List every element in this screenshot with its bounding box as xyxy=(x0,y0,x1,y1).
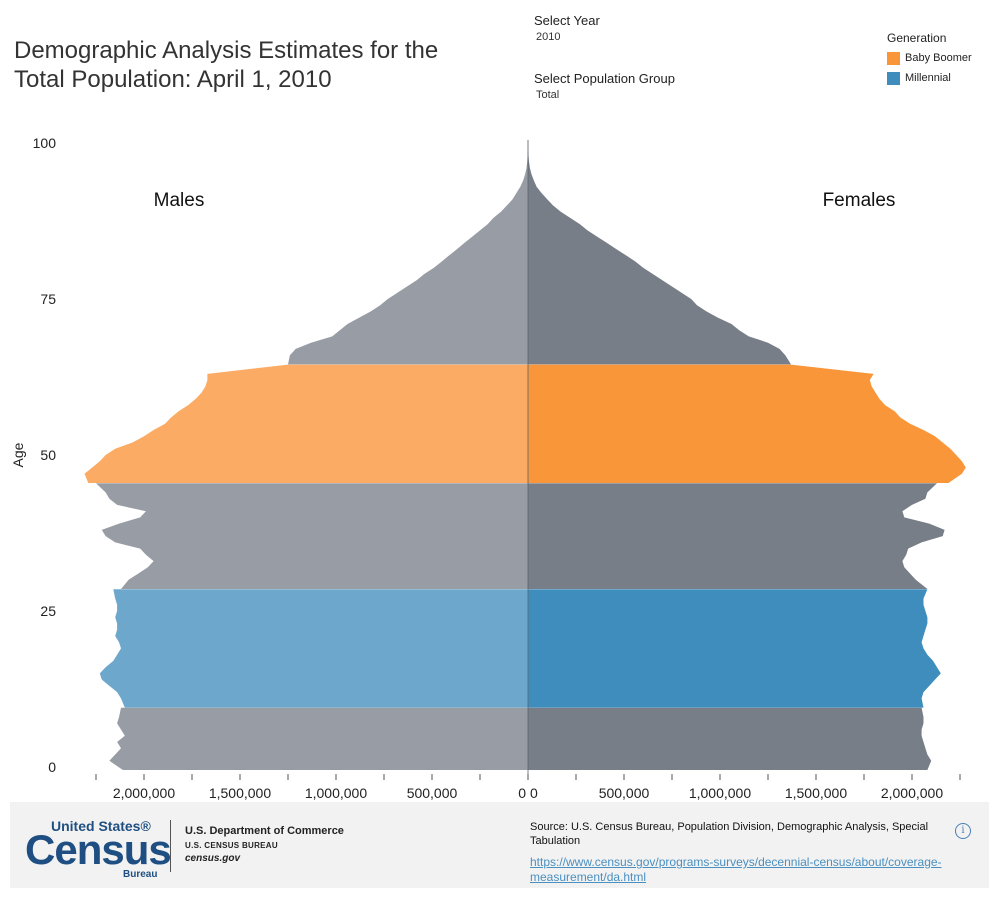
millennial-females-1-area xyxy=(528,589,941,708)
logo-main-text: Census xyxy=(25,826,172,873)
bureau-name: U.S. CENSUS BUREAU xyxy=(185,841,278,850)
y-tick-label-50: 50 xyxy=(40,447,56,463)
department-name: U.S. Department of Commerce xyxy=(185,825,344,837)
x-tick-label-right-3: 1,500,000 xyxy=(785,785,847,800)
legend-swatch-millennial xyxy=(887,71,900,85)
y-tick-label-25: 25 xyxy=(40,603,56,619)
source-text: Source: U.S. Census Bureau, Population D… xyxy=(530,821,929,847)
census-logo[interactable]: United States® Census Bureau xyxy=(25,816,172,880)
info-icon[interactable]: i xyxy=(955,823,971,839)
page-title: Demographic Analysis Estimates for the T… xyxy=(14,37,439,93)
x-tick-label-left-3: 500,000 xyxy=(407,785,458,800)
y-axis-label: Age xyxy=(10,442,26,467)
footer: United States® Census Bureau U.S. Depart… xyxy=(10,802,989,888)
site-name: census.gov xyxy=(185,853,241,864)
source-link[interactable]: https://www.census.gov/programs-surveys/… xyxy=(530,855,942,884)
y-tick-label-75: 75 xyxy=(40,291,56,307)
x-tick-label-left-4: 0 xyxy=(518,785,526,800)
legend-title: Generation xyxy=(887,31,947,45)
population-group-label: Select Population Group xyxy=(534,71,675,86)
x-tick-label-right-4: 2,000,000 xyxy=(881,785,943,800)
baby-boomer-males-3-area xyxy=(84,364,528,483)
other-males-2-area xyxy=(96,483,528,589)
year-selector[interactable]: Select Year 2010 xyxy=(534,13,600,43)
population-group-value[interactable]: Total xyxy=(536,89,560,101)
logo-bottom-text: Bureau xyxy=(123,869,158,880)
legend-label-baby-boomer: Baby Boomer xyxy=(905,52,972,64)
population-pyramid-chart: 0 25 50 75 100 Age 2,000,000 1,500,000 1,000,000… xyxy=(10,135,966,800)
x-tick-label-right-1: 500,000 xyxy=(599,785,650,800)
females-label: Females xyxy=(823,190,896,211)
other-males-4-area xyxy=(288,140,528,365)
year-selector-value[interactable]: 2010 xyxy=(536,31,561,43)
baby-boomer-females-3-area xyxy=(528,364,966,483)
x-tick-label-left-1: 1,500,000 xyxy=(209,785,271,800)
x-tick-label-right-0: 0 xyxy=(530,785,538,800)
y-tick-label-100: 100 xyxy=(33,135,57,151)
legend: Generation Baby Boomer Millennial xyxy=(887,31,972,88)
x-tick-label-left-2: 1,000,000 xyxy=(305,785,367,800)
y-tick-label-0: 0 xyxy=(48,759,56,775)
legend-item-millennial[interactable]: Millennial xyxy=(887,68,972,88)
legend-item-baby-boomer[interactable]: Baby Boomer xyxy=(887,48,972,68)
logo-top-text: United States® xyxy=(51,818,151,834)
x-tick-label-right-2: 1,000,000 xyxy=(689,785,751,800)
x-tick-label-left-0: 2,000,000 xyxy=(113,785,175,800)
other-females-0-area xyxy=(528,707,932,770)
other-females-4-area xyxy=(528,140,791,365)
other-females-2-area xyxy=(528,483,945,589)
other-males-0-area xyxy=(109,707,529,770)
legend-swatch-baby-boomer xyxy=(887,51,900,65)
footer-divider xyxy=(170,820,171,872)
department-block: U.S. Department of Commerce U.S. CENSUS … xyxy=(185,825,344,864)
legend-label-millennial: Millennial xyxy=(905,72,951,84)
millennial-males-1-area xyxy=(99,589,529,708)
population-group-selector[interactable]: Select Population Group Total xyxy=(534,71,675,101)
males-label: Males xyxy=(154,190,205,211)
year-selector-label: Select Year xyxy=(534,13,600,28)
